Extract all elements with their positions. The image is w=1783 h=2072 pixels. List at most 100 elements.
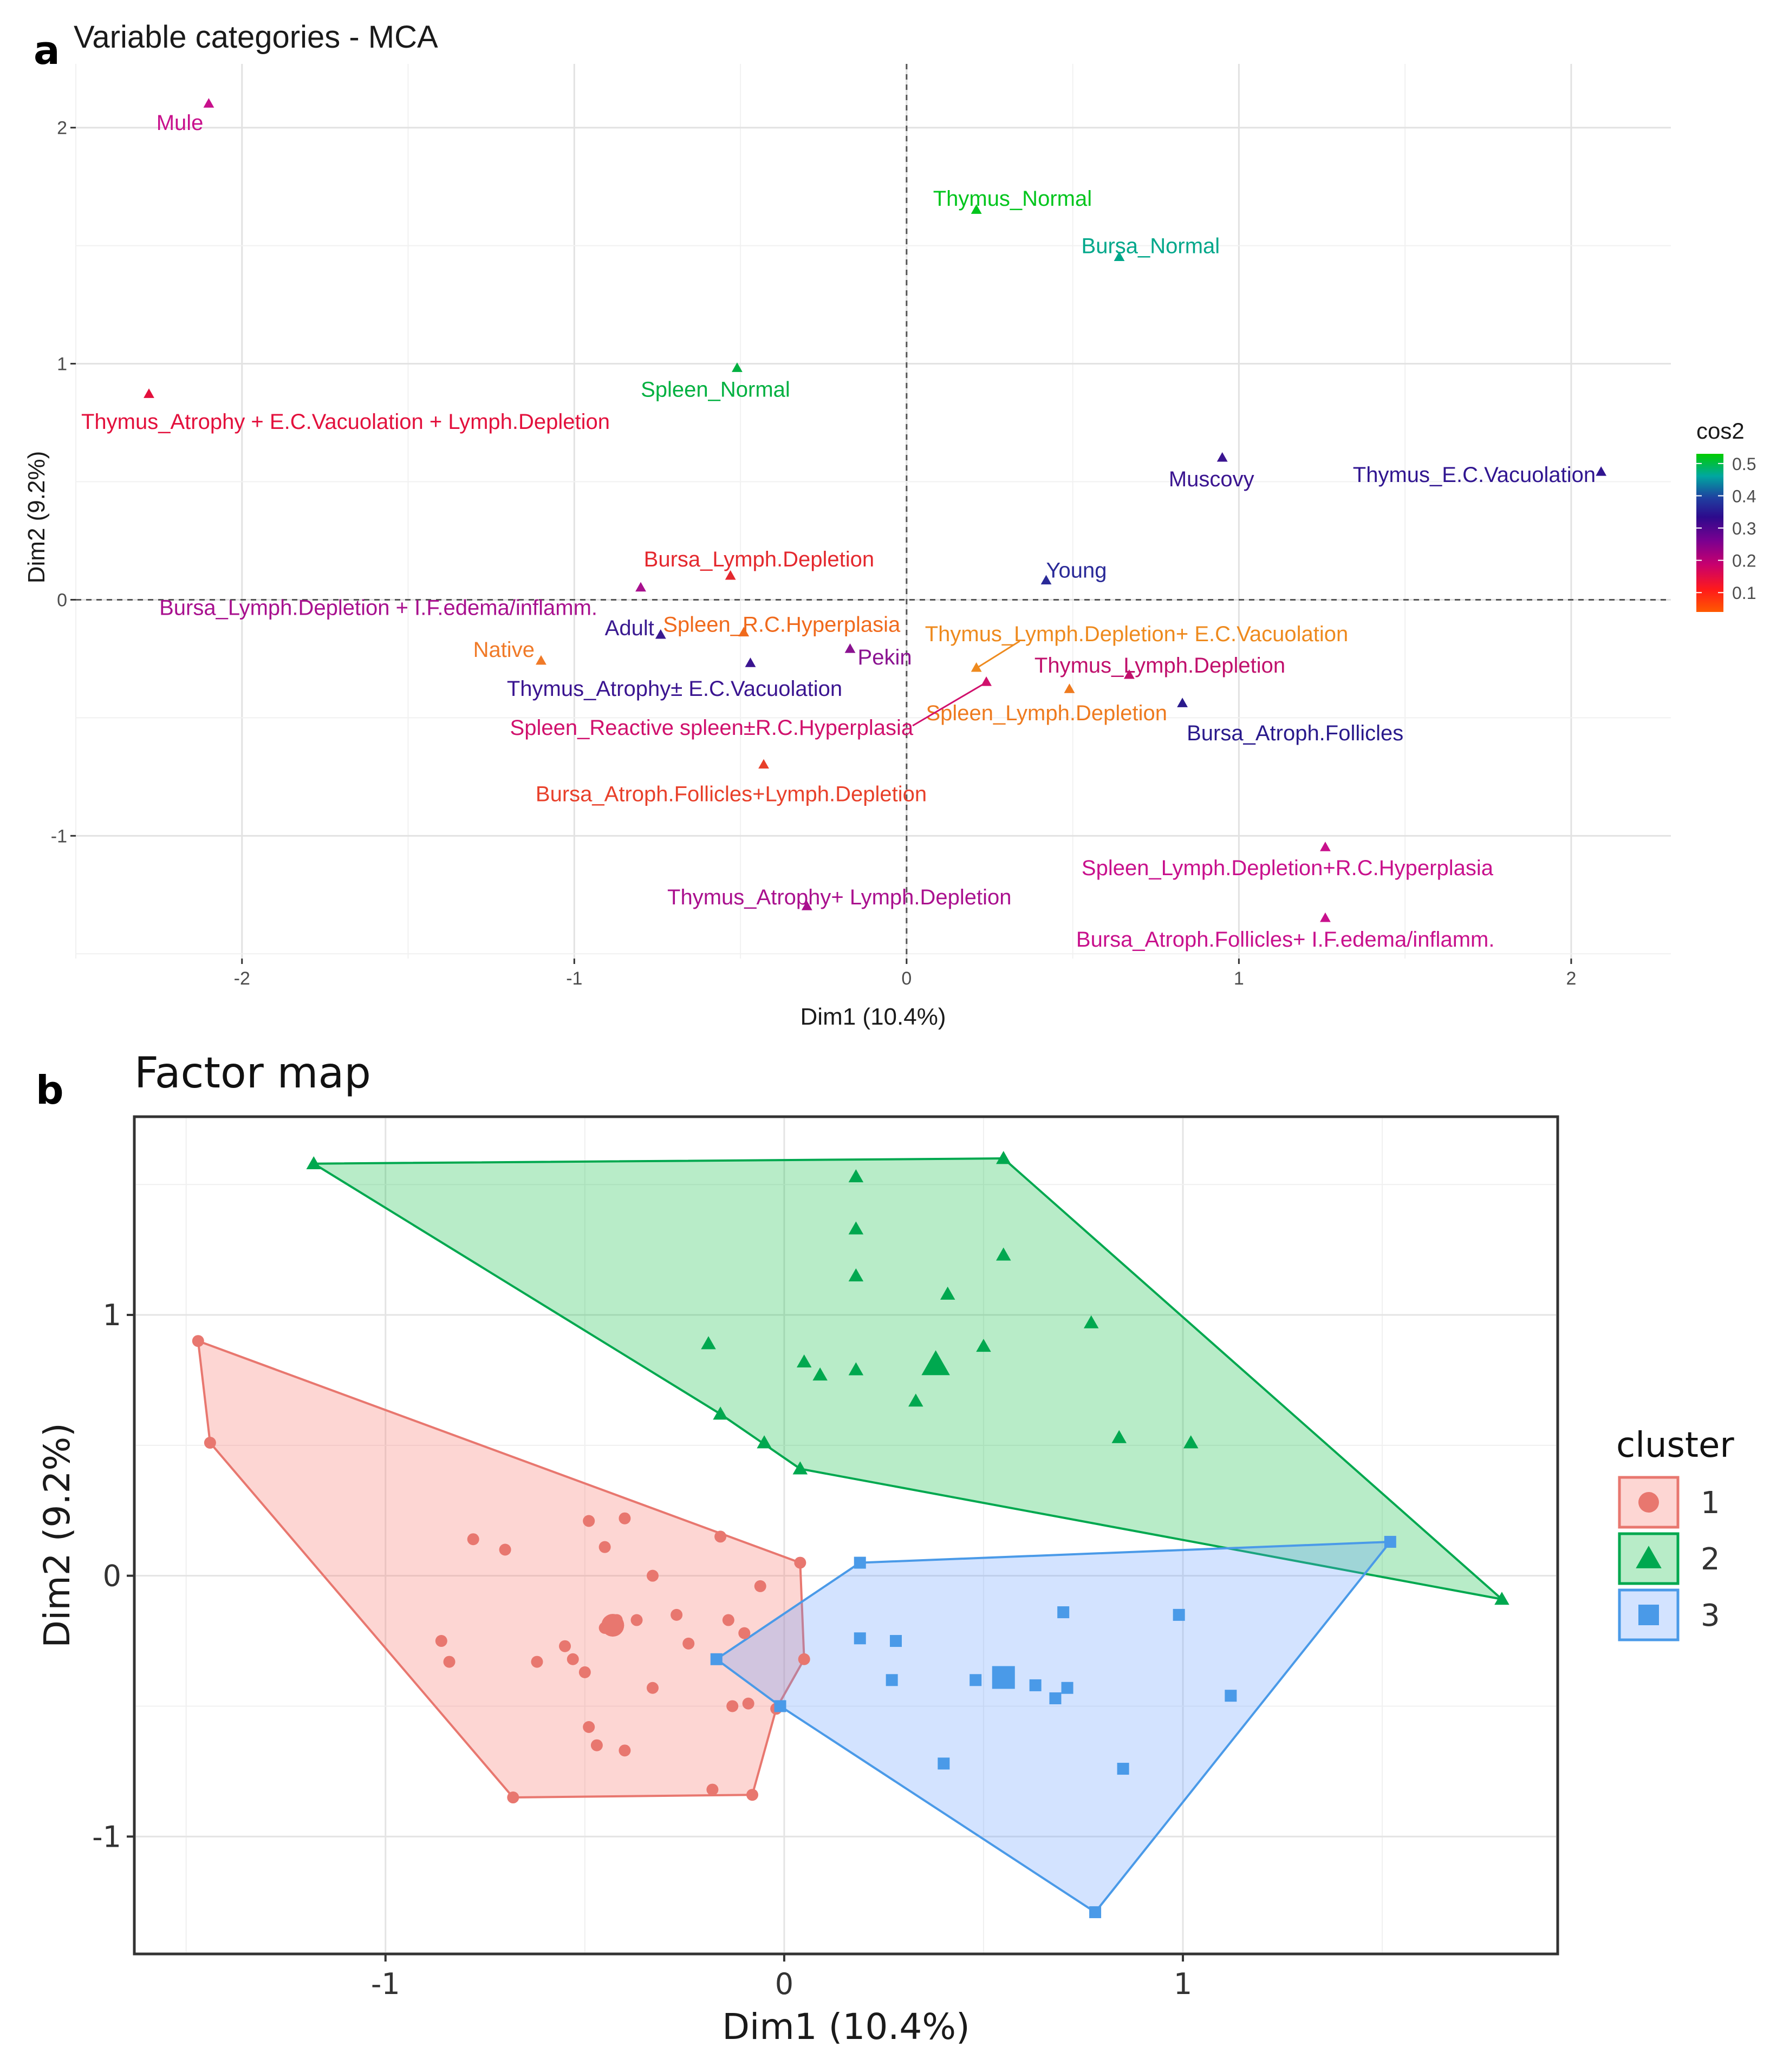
cluster-1-point xyxy=(754,1580,766,1592)
cluster-legend-keys: 1 2 3 xyxy=(1618,1476,1720,1641)
cluster-1-point xyxy=(646,1682,659,1694)
cluster-3-point xyxy=(1061,1682,1073,1694)
x-tick-label: 0 xyxy=(775,1967,793,2001)
label-connector-thymus-lymph-depletion-e-c-vacuolation xyxy=(975,640,1020,669)
cluster-3-point xyxy=(1225,1690,1237,1702)
cluster-1-point xyxy=(646,1569,659,1582)
cluster-2-point xyxy=(996,1247,1011,1261)
cluster-1-point xyxy=(435,1635,447,1647)
cluster-3-point xyxy=(1049,1692,1062,1705)
cluster-2-point xyxy=(908,1393,923,1407)
cluster-2-point xyxy=(1494,1592,1509,1605)
category-label-bursa-atroph-follicles-lymph-depletion: Bursa_Atroph.Follicles+Lymph.Depletion xyxy=(536,783,927,806)
x-tick-label: 0 xyxy=(901,968,912,989)
category-label-bursa-atroph-follicles-i-f-edema-inflamm: Bursa_Atroph.Follicles+ I.F.edema/inflam… xyxy=(1076,928,1495,952)
cluster-1-point xyxy=(798,1653,810,1665)
panel-b-y-axis-label: Dim2 (9.2%) xyxy=(36,1423,78,1648)
panel-a-y-axis-label: Dim2 (9.2%) xyxy=(23,451,50,584)
cluster-2-point xyxy=(713,1406,728,1420)
cluster-2-point xyxy=(976,1339,991,1352)
category-marker-thymus-lymph-depletion-e-c-vacuolation xyxy=(971,662,982,672)
cluster-2-point xyxy=(1111,1430,1127,1443)
category-label-thymus-lymph-depletion-e-c-vacuolation: Thymus_Lymph.Depletion+ E.C.Vacuolation xyxy=(925,622,1349,646)
category-label-thymus-atrophy-e-c-vacuolation: Thymus_Atrophy± E.C.Vacuolation xyxy=(507,677,842,701)
category-label-bursa-lymph-depletion-i-f-edema-inflamm: Bursa_Lymph.Depletion + I.F.edema/inflam… xyxy=(159,596,597,620)
cluster-3-point xyxy=(1057,1606,1070,1619)
cluster-2-hull xyxy=(313,1157,1503,1600)
category-label-young: Young xyxy=(1046,559,1107,583)
category-marker-bursa-atroph-follicles-lymph-depletion xyxy=(758,759,769,769)
panel-b-points xyxy=(192,1151,1509,1918)
panel-a-title: Variable categories - MCA xyxy=(74,19,438,55)
category-marker-thymus-atrophy-e-c-vacuolation-lymph-depletion xyxy=(144,388,154,398)
cluster-2-point xyxy=(940,1286,955,1300)
cluster-3-hull xyxy=(715,1541,1391,1913)
cluster-1-legend-symbol xyxy=(1638,1492,1659,1513)
cluster-1-point xyxy=(204,1437,216,1449)
cluster-1-point xyxy=(578,1666,591,1678)
cluster-3-point xyxy=(1089,1906,1102,1918)
cluster-2-point xyxy=(848,1268,864,1282)
cluster-1-point xyxy=(726,1700,739,1712)
category-marker-young xyxy=(1040,575,1052,585)
cluster-3-point xyxy=(1384,1536,1396,1548)
category-marker-thymus-lymph-depletion xyxy=(1124,669,1135,679)
x-tick-label: -1 xyxy=(371,1967,400,2001)
cluster-1-point xyxy=(619,1744,631,1757)
panel-a-grid xyxy=(75,64,1671,959)
cluster-1-point xyxy=(192,1335,204,1347)
cluster-1-point xyxy=(567,1653,579,1665)
cluster-3-point xyxy=(886,1674,898,1686)
y-tick-label: 2 xyxy=(57,118,67,139)
category-label-spleen-lymph-depletion-r-c-hyperplasia: Spleen_Lymph.Depletion+R.C.Hyperplasia xyxy=(1082,856,1494,880)
category-marker-bursa-atroph-follicles xyxy=(1177,698,1188,707)
x-tick-label: 1 xyxy=(1234,968,1244,989)
category-marker-spleen-lymph-depletion-r-c-hyperplasia xyxy=(1320,842,1331,851)
category-label-bursa-normal: Bursa_Normal xyxy=(1082,234,1220,258)
category-label-muscovy: Muscovy xyxy=(1169,467,1254,491)
category-label-spleen-lymph-depletion: Spleen_Lymph.Depletion xyxy=(926,701,1167,725)
y-tick-label: 0 xyxy=(57,590,67,610)
x-tick-label: -1 xyxy=(566,968,582,989)
y-tick-label: 1 xyxy=(57,354,67,375)
panel-b: b Factor map -1 0 1 -1 0 1 Dim1 (10.4%) Dim2 … xyxy=(36,1049,1734,2048)
category-marker-mule xyxy=(203,98,214,108)
category-marker-thymus-atrophy-lymph-depletion xyxy=(801,901,812,910)
cluster-2-point xyxy=(848,1221,864,1235)
category-label-spleen-r-c-hyperplasia: Spleen_R.C.Hyperplasia xyxy=(663,613,901,636)
y-tick-label: 1 xyxy=(103,1298,121,1332)
cluster-1-point xyxy=(590,1739,603,1751)
panel-a-ticks: -2 -1 0 1 2 -1 0 1 2 xyxy=(51,118,1577,989)
category-label-bursa-atroph-follicles: Bursa_Atroph.Follicles xyxy=(1187,721,1403,745)
cluster-1-point xyxy=(742,1697,754,1710)
category-marker-thymus-e-c-vacuolation xyxy=(1596,466,1607,476)
cluster-2-point xyxy=(306,1156,322,1170)
cluster-1-center xyxy=(601,1614,624,1637)
cluster-2-point xyxy=(1083,1315,1099,1328)
panel-b-ticks: -1 0 1 -1 0 1 xyxy=(92,1298,1192,2001)
category-label-native: Native xyxy=(473,638,535,662)
cluster-1-point xyxy=(583,1721,595,1733)
cluster-1-point xyxy=(598,1541,611,1553)
panel-b-grid xyxy=(136,1118,1556,1952)
cluster-1-legend-label: 1 xyxy=(1701,1485,1720,1521)
y-tick-label: -1 xyxy=(92,1820,121,1854)
cluster-1-point xyxy=(630,1614,643,1626)
cluster-1-point xyxy=(531,1656,543,1668)
cluster-1-point xyxy=(682,1637,695,1650)
panel-a-reference-lines xyxy=(76,64,1671,959)
y-tick-label: 0 xyxy=(103,1559,121,1593)
cluster-legend: cluster 1 2 3 xyxy=(1616,1425,1734,1641)
category-marker-thymus-normal xyxy=(971,204,982,214)
cluster-3-point xyxy=(938,1757,950,1770)
category-label-thymus-e-c-vacuolation: Thymus_E.C.Vacuolation xyxy=(1353,463,1596,487)
category-marker-native xyxy=(536,655,546,665)
cluster-legend-title: cluster xyxy=(1616,1425,1734,1465)
cluster-1-point xyxy=(559,1640,571,1652)
cluster-3-point xyxy=(710,1653,723,1665)
panel-b-x-axis-label: Dim1 (10.4%) xyxy=(722,2006,970,2048)
label-connector-spleen-reactive-spleen-r-c-hyperplasia xyxy=(912,681,987,727)
category-label-thymus-normal: Thymus_Normal xyxy=(933,187,1092,211)
cluster-1-point xyxy=(722,1614,734,1626)
category-label-bursa-lymph-depletion: Bursa_Lymph.Depletion xyxy=(644,548,874,571)
